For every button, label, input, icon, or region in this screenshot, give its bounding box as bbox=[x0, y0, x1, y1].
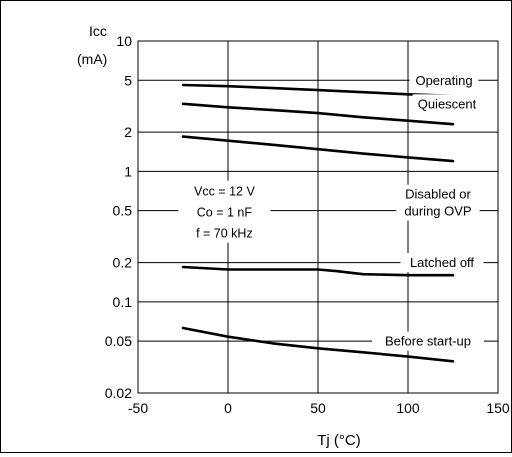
series-label-text: Latched off bbox=[410, 255, 474, 270]
y-tick-label: 10 bbox=[116, 33, 132, 49]
series-label-bg bbox=[409, 70, 479, 90]
series-line bbox=[181, 135, 455, 163]
y-tick-label: 2 bbox=[124, 124, 132, 140]
series-label-bg bbox=[412, 94, 482, 114]
series-label: Quiescent bbox=[412, 94, 482, 114]
y-tick-label: 5 bbox=[124, 72, 132, 88]
x-tick-label: 0 bbox=[224, 400, 232, 416]
series-line bbox=[181, 265, 455, 277]
condition-text: f = 70 kHz bbox=[196, 227, 253, 241]
series-label-text: Before start-up bbox=[385, 334, 471, 349]
label-layer: 0.02 0.05 0.1 0.2 0.5 1 2 5 10 -50 0 50 100 150 Operat… bbox=[105, 33, 510, 416]
y-tick-label: 0.5 bbox=[113, 203, 133, 219]
y-tick-label: 0.2 bbox=[113, 255, 133, 271]
condition-text: Co = 1 nF bbox=[197, 206, 253, 220]
series-label: Before start-up bbox=[372, 331, 484, 351]
x-tick-label: -50 bbox=[128, 400, 148, 416]
series-label-text: Operating bbox=[415, 73, 472, 88]
y-axis-unit-label: (mA) bbox=[77, 51, 107, 67]
x-tick-label: 50 bbox=[310, 400, 326, 416]
series-label-bg bbox=[372, 331, 484, 351]
condition-text: Vcc = 12 V bbox=[194, 185, 255, 199]
series-label-text: Quiescent bbox=[418, 96, 477, 111]
conditions-bg bbox=[178, 180, 271, 243]
series-label: Operating bbox=[409, 70, 479, 90]
series-label-text: during OVP bbox=[404, 204, 471, 219]
series-label: Disabled or during OVP bbox=[396, 184, 480, 221]
series-line bbox=[181, 102, 455, 126]
y-tick-label: 0.1 bbox=[113, 294, 133, 310]
series-label-bg bbox=[400, 253, 484, 273]
x-tick-label: 150 bbox=[486, 400, 510, 416]
series-label: Latched off bbox=[400, 253, 484, 273]
series-label-bg bbox=[396, 184, 480, 221]
y-tick-label: 0.02 bbox=[105, 385, 132, 401]
series-line bbox=[181, 83, 455, 98]
series-label-text: Disabled or bbox=[405, 187, 471, 202]
x-tick-label: 100 bbox=[396, 400, 420, 416]
y-tick-label: 1 bbox=[124, 163, 132, 179]
series-line bbox=[181, 326, 455, 363]
y-tick-label: 0.05 bbox=[105, 333, 132, 349]
y-axis-label: Icc bbox=[89, 23, 107, 39]
x-axis-label: Tj (°C) bbox=[317, 432, 360, 449]
conditions-block: Vcc = 12 V Co = 1 nF f = 70 kHz bbox=[178, 180, 271, 243]
series-layer bbox=[181, 83, 455, 363]
